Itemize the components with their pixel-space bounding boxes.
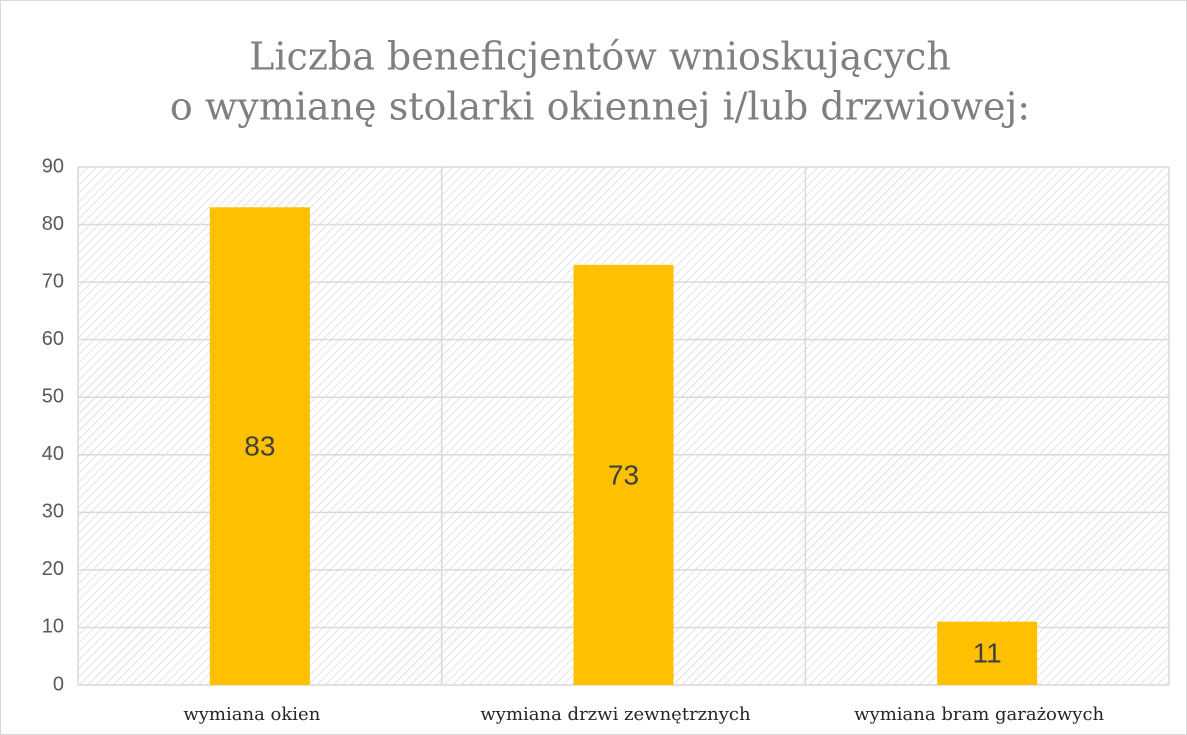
- bar: [573, 264, 674, 685]
- y-tick-label: 90: [42, 155, 64, 177]
- chart-title: Liczba beneficjentów wnioskujących: [249, 35, 951, 79]
- y-tick-label: 40: [42, 443, 64, 465]
- y-tick-label: 50: [42, 386, 64, 408]
- y-tick-label: 10: [42, 616, 64, 638]
- bar: [209, 207, 310, 686]
- y-tick-label: 20: [42, 558, 64, 580]
- data-label: 83: [244, 431, 275, 462]
- data-label: 11: [973, 638, 1002, 669]
- x-tick-label: wymiana bram garażowych: [854, 704, 1104, 725]
- x-tick-label: wymiana drzwi zewnętrznych: [480, 704, 751, 725]
- y-tick-label: 70: [42, 270, 64, 292]
- y-tick-label: 80: [42, 213, 64, 235]
- x-tick-label: wymiana okien: [183, 704, 320, 725]
- y-tick-label: 60: [42, 328, 64, 350]
- data-label: 73: [608, 459, 639, 490]
- y-tick-label: 0: [53, 673, 64, 695]
- bar: [937, 621, 1038, 685]
- y-tick-label: 30: [42, 501, 64, 523]
- chart-title: o wymianę stolarki okiennej i/lub drzwio…: [170, 85, 1030, 129]
